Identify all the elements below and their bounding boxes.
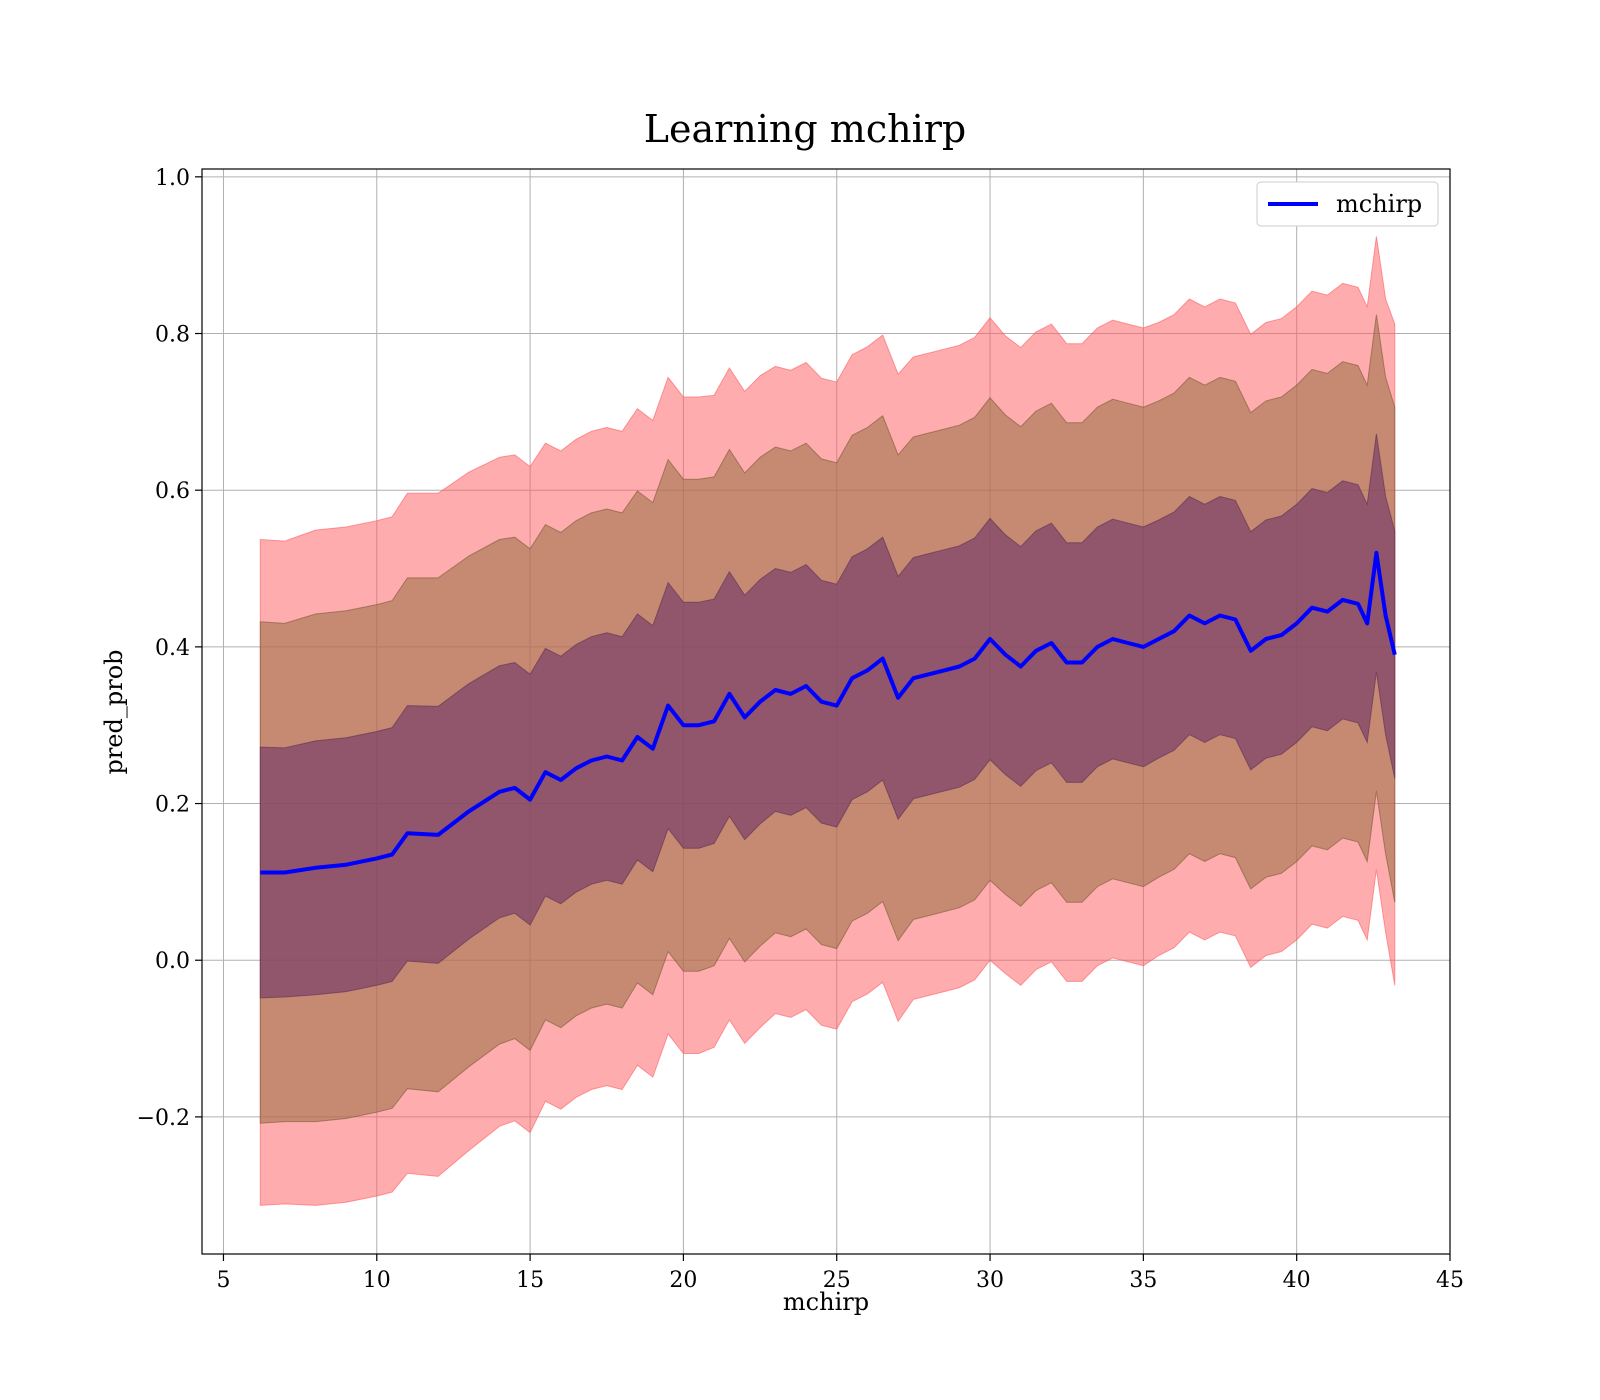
x-axis-ticks: 5 10 15 20 25 30 35 40 45 <box>216 1254 1464 1293</box>
x-tick-label: 25 <box>823 1268 851 1293</box>
x-tick-label: 5 <box>216 1268 230 1293</box>
x-tick-label: 20 <box>669 1268 697 1293</box>
series-line-mchirp <box>260 550 1397 875</box>
legend-box <box>1256 181 1439 227</box>
x-tick-label: 10 <box>363 1268 391 1293</box>
x-tick-label: 15 <box>516 1268 544 1293</box>
y-tick-label: 0.4 <box>155 636 190 661</box>
x-tick-label: 30 <box>976 1268 1004 1293</box>
x-tick-label: 45 <box>1436 1268 1464 1293</box>
x-tick-label: 40 <box>1283 1268 1311 1293</box>
y-tick-label: 0.0 <box>155 949 190 974</box>
y-tick-label: 0.6 <box>155 479 190 504</box>
chart-title: Learning mchirp <box>644 107 966 151</box>
legend-entry-mchirp: mchirp <box>1336 190 1422 218</box>
series-lines <box>260 550 1397 875</box>
x-axis-label: mchirp <box>783 1288 869 1316</box>
y-tick-label: 1.0 <box>155 166 190 191</box>
legend: mchirp <box>1256 181 1439 227</box>
y-tick-label: 0.2 <box>155 793 190 818</box>
confidence-bands <box>259 236 1396 1206</box>
band-1sigma <box>259 433 1396 999</box>
y-tick-label: 0.8 <box>155 323 190 348</box>
x-tick-label: 35 <box>1129 1268 1157 1293</box>
y-axis-ticks: −0.2 0.0 0.2 0.4 0.6 0.8 1.0 <box>137 166 202 1131</box>
plot-frame <box>201 168 1451 1255</box>
y-tick-label: −0.2 <box>137 1106 190 1131</box>
y-axis-label: pred_prob <box>100 649 128 774</box>
